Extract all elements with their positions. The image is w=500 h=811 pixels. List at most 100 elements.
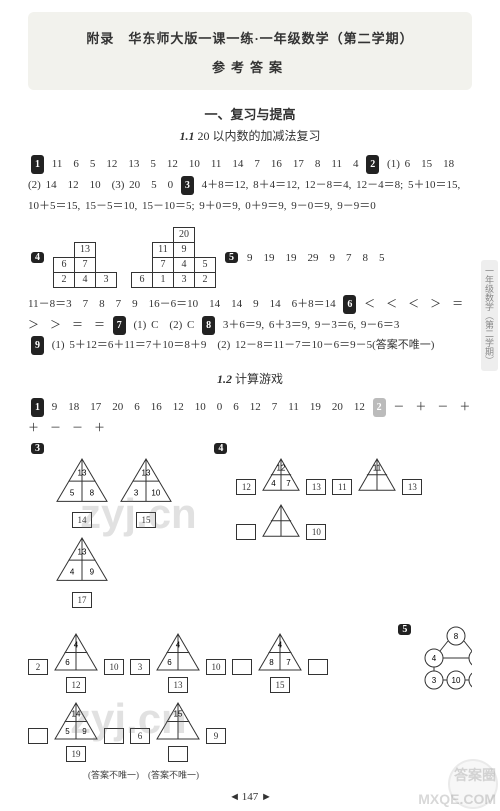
triangle-diagram: 13 4 9 <box>53 534 111 586</box>
q9-text: (1) 5＋12＝6＋11＝7＋10＝8＋9 (2) 12－8＝11－7＝10－… <box>52 339 435 351</box>
triangle-diagram: 4 8 7 <box>255 630 305 675</box>
watermark-3: MXQE.COM <box>418 791 496 807</box>
sub-prefix-2: 1.2 <box>217 372 232 386</box>
svg-text:9: 9 <box>82 727 87 736</box>
svg-text:11: 11 <box>373 464 382 473</box>
pyr-cell: 3 <box>174 272 195 287</box>
svg-text:8: 8 <box>269 658 274 667</box>
g1-text: 9 18 17 20 6 16 12 10 0 6 12 7 11 19 20 … <box>52 401 365 413</box>
subsection-title-2: 1.2 计算游戏 <box>28 370 472 387</box>
q7-text: (1) C (2) C <box>134 319 195 331</box>
qnum-9: 9 <box>31 336 44 355</box>
gnum-3: 3 <box>31 443 44 454</box>
sub-text-1: 20 以内数的加减法复习 <box>194 129 320 143</box>
pyr-cell: 4 <box>75 272 96 287</box>
svg-text:4: 4 <box>74 640 79 649</box>
pyr-cell: 1 <box>153 272 174 287</box>
answers-block-2: 11－8＝3 7 8 7 9 16－6＝10 14 14 9 14 6＋8＝14… <box>28 294 472 357</box>
qnum-2: 2 <box>366 155 379 174</box>
triangle-diagram <box>259 501 303 541</box>
qnum-4: 4 <box>31 252 44 263</box>
pyr-cell: 5 <box>195 257 216 272</box>
svg-text:6: 6 <box>167 658 172 667</box>
svg-text:7: 7 <box>287 479 292 488</box>
q5-text: 9 19 19 29 9 7 8 5 <box>247 249 385 265</box>
svg-text:15: 15 <box>174 709 183 718</box>
pyramids: 13 67 243 20 119 745 6132 <box>53 227 216 288</box>
g3-triangles: 13 5 8 14 13 3 10 15 13 4 9 17 <box>53 449 208 613</box>
circle-val: 8 <box>454 632 459 641</box>
gnum-1: 1 <box>31 398 44 417</box>
g4-triangles: 12 12 4 7 1311 11 13 10 <box>236 449 472 546</box>
page-footer: ◄ 147 ► <box>28 791 472 803</box>
page-number: 147 <box>242 791 259 803</box>
svg-text:4: 4 <box>176 640 181 649</box>
triangle-diagram: 11 <box>355 455 399 495</box>
triangle-diagram: 14 5 9 <box>51 699 101 744</box>
q1-text: 11 6 5 12 13 5 12 10 11 14 7 16 17 8 11 … <box>52 158 359 170</box>
svg-text:7: 7 <box>286 658 291 667</box>
answers-block-3: 1 9 18 17 20 6 16 12 10 0 6 12 7 11 19 2… <box>28 397 472 439</box>
circle-val: 4 <box>432 654 437 663</box>
svg-text:4: 4 <box>278 640 283 649</box>
pyr-cell: 3 <box>96 272 117 287</box>
svg-text:13: 13 <box>78 548 87 557</box>
svg-text:3: 3 <box>134 489 139 498</box>
circle-val: 10 <box>452 676 461 685</box>
svg-text:12: 12 <box>277 464 286 473</box>
triangle-diagram: 12 4 7 <box>259 455 303 495</box>
qnum-1: 1 <box>31 155 44 174</box>
svg-text:9: 9 <box>90 568 95 577</box>
gnum-5: 5 <box>398 624 411 635</box>
qnum-5: 5 <box>225 252 238 263</box>
q5b-text: 11－8＝3 7 8 7 9 16－6＝10 14 14 9 14 6＋8＝14 <box>28 298 336 310</box>
subsection-title-1: 1.1 20 以内数的加减法复习 <box>28 127 472 144</box>
svg-text:10: 10 <box>151 489 160 498</box>
gnum-2: 2 <box>373 398 386 417</box>
pyr-cell: 4 <box>174 257 195 272</box>
svg-text:5: 5 <box>70 489 75 498</box>
pyr-cell: 6 <box>132 272 153 287</box>
qnum-3: 3 <box>181 176 194 195</box>
circle-diagram: 8 4 0 3 6 10 <box>420 624 472 694</box>
gnum-4: 4 <box>214 443 227 454</box>
g5-row-triangles: 2 4 6 10 12 3 4 6 10 13 4 8 7 <box>28 630 389 762</box>
g5-note: (答案不唯一) (答案不唯一) <box>88 768 472 781</box>
triangle-diagram: 13 3 10 <box>117 455 175 507</box>
svg-text:4: 4 <box>70 568 75 577</box>
watermark-4: 答案圈 <box>454 765 496 785</box>
circle-val: 3 <box>432 676 437 685</box>
pyr-cell: 2 <box>54 272 75 287</box>
qnum-8: 8 <box>202 316 215 335</box>
qnum-7: 7 <box>113 316 126 335</box>
pyramid-a: 13 67 243 <box>53 242 117 288</box>
sub-prefix-1: 1.1 <box>179 129 194 143</box>
pyr-cell: 13 <box>75 242 96 257</box>
svg-text:8: 8 <box>90 489 95 498</box>
svg-text:14: 14 <box>72 709 81 718</box>
triangle-diagram: 15 <box>153 699 203 744</box>
footer-deco-r: ► <box>261 791 271 803</box>
pyr-cell: 6 <box>54 257 75 272</box>
qnum-6: 6 <box>343 295 356 314</box>
sub-text-2: 计算游戏 <box>232 372 283 386</box>
header-banner: 附录 华东师大版一课一练·一年级数学（第二学期） 参考答案 <box>28 12 472 90</box>
svg-text:4: 4 <box>272 479 277 488</box>
q8-text: 3＋6＝9, 6＋3＝9, 9－3＝6, 9－6＝3 <box>223 319 400 331</box>
svg-text:5: 5 <box>65 727 70 736</box>
svg-text:6: 6 <box>65 658 70 667</box>
svg-text:13: 13 <box>142 468 151 477</box>
triangle-diagram: 13 5 8 <box>53 455 111 507</box>
pyramid-b: 20 119 745 6132 <box>131 227 216 288</box>
section-title: 一、复习与提高 <box>28 104 472 123</box>
triangle-diagram: 4 6 <box>153 630 203 675</box>
banner-line1: 附录 华东师大版一课一练·一年级数学（第二学期） <box>36 28 464 47</box>
footer-deco-l: ◄ <box>229 791 239 803</box>
pyr-cell: 20 <box>174 227 195 242</box>
svg-text:13: 13 <box>78 468 87 477</box>
banner-line2: 参考答案 <box>36 57 464 76</box>
triangle-diagram: 4 6 <box>51 630 101 675</box>
pyr-cell: 7 <box>75 257 96 272</box>
side-tab: 一年级数学（第二学期） <box>481 260 498 371</box>
pyr-cell: 9 <box>174 242 195 257</box>
